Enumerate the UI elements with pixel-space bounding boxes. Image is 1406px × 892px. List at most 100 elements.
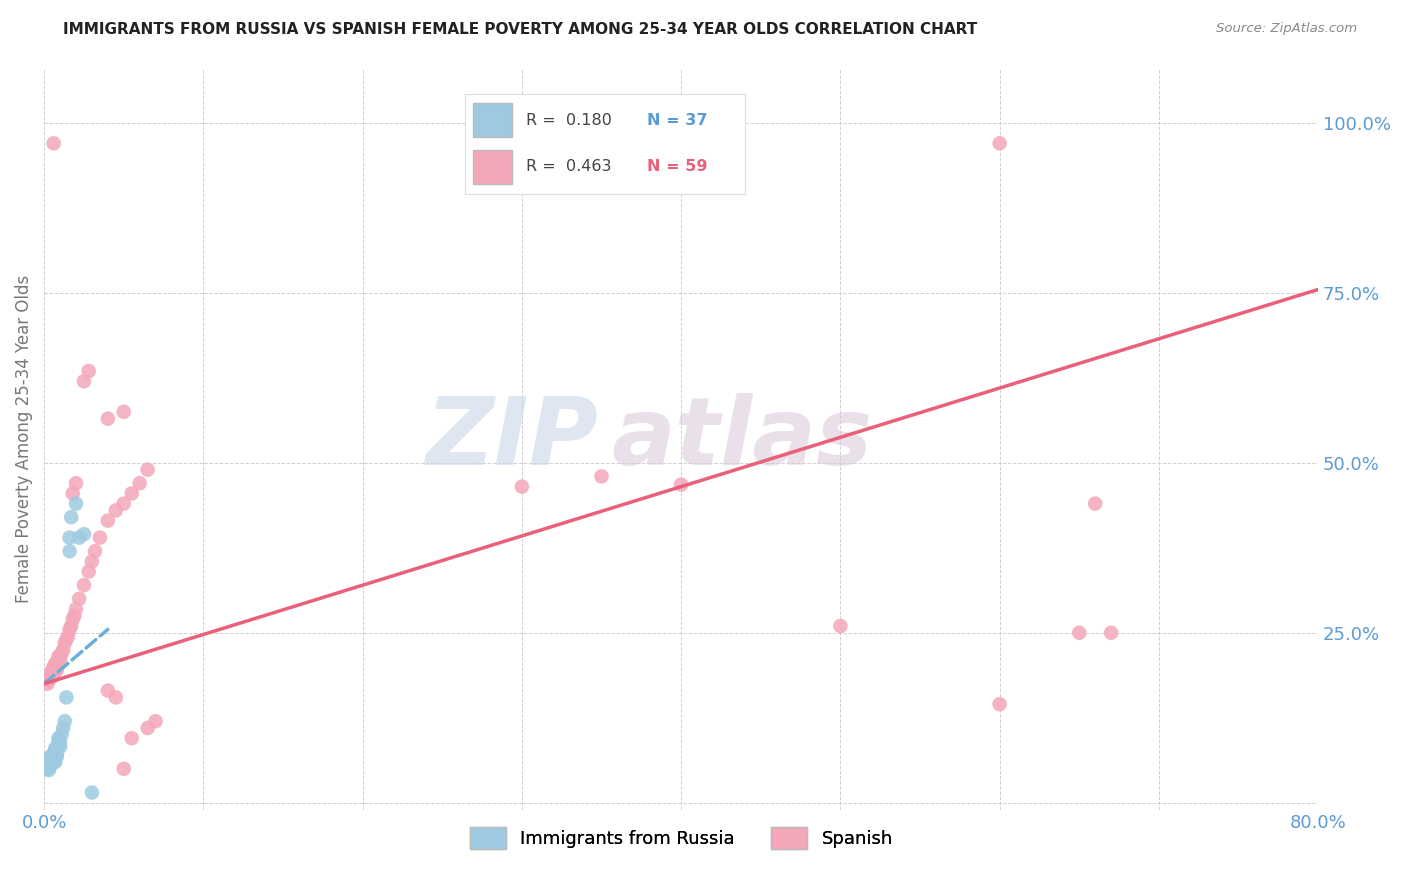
Point — [58, 623, 80, 637]
Point — [44, 751, 66, 765]
Point — [38, 751, 60, 765]
Point — [39, 758, 62, 772]
Point — [37, 677, 59, 691]
Point — [42, 136, 65, 151]
Point — [988, 136, 1011, 151]
Point — [97, 683, 120, 698]
Point — [51, 728, 73, 742]
Point — [62, 486, 84, 500]
Point — [128, 476, 150, 491]
Point — [42, 660, 65, 674]
Point — [1069, 625, 1091, 640]
Point — [63, 608, 86, 623]
Point — [52, 642, 75, 657]
Text: IMMIGRANTS FROM RUSSIA VS SPANISH FEMALE POVERTY AMONG 25-34 YEAR OLDS CORRELATI: IMMIGRANTS FROM RUSSIA VS SPANISH FEMALE… — [63, 22, 977, 37]
Point — [65, 602, 87, 616]
Point — [1084, 497, 1107, 511]
Point — [44, 663, 66, 677]
Point — [510, 480, 533, 494]
Point — [77, 565, 100, 579]
Point — [44, 755, 66, 769]
Point — [48, 649, 70, 664]
Point — [73, 527, 96, 541]
Point — [591, 469, 613, 483]
Point — [45, 747, 67, 761]
Text: Source: ZipAtlas.com: Source: ZipAtlas.com — [1216, 22, 1357, 36]
Point — [669, 477, 692, 491]
Point — [49, 736, 72, 750]
Point — [52, 721, 75, 735]
Point — [73, 374, 96, 388]
Text: ZIP: ZIP — [426, 393, 599, 485]
Text: atlas: atlas — [612, 393, 872, 485]
Point — [73, 578, 96, 592]
Point — [136, 462, 159, 476]
Point — [56, 629, 79, 643]
Point — [60, 619, 83, 633]
Point — [145, 714, 167, 728]
Point — [53, 636, 76, 650]
Point — [45, 657, 67, 671]
Point — [38, 755, 60, 769]
Point — [45, 742, 67, 756]
Point — [41, 670, 63, 684]
Point — [104, 690, 127, 705]
Point — [39, 666, 62, 681]
Point — [42, 754, 65, 768]
Point — [62, 612, 84, 626]
Point — [38, 673, 60, 688]
Point — [41, 756, 63, 771]
Point — [44, 742, 66, 756]
Point — [65, 497, 87, 511]
Y-axis label: Female Poverty Among 25-34 Year Olds: Female Poverty Among 25-34 Year Olds — [15, 275, 32, 603]
Point — [42, 747, 65, 761]
Point — [60, 510, 83, 524]
Point — [37, 762, 59, 776]
Point — [121, 486, 143, 500]
Point — [112, 497, 135, 511]
Point — [41, 751, 63, 765]
Point — [80, 554, 103, 568]
Point — [80, 786, 103, 800]
Point — [45, 663, 67, 677]
Point — [49, 653, 72, 667]
Point — [42, 666, 65, 681]
Point — [84, 544, 107, 558]
Point — [38, 763, 60, 777]
Point — [49, 649, 72, 664]
Point — [48, 734, 70, 748]
Point — [41, 663, 63, 677]
Point — [53, 714, 76, 728]
Point — [830, 619, 852, 633]
Point — [77, 364, 100, 378]
Point — [121, 731, 143, 746]
Point — [42, 755, 65, 769]
Point — [41, 748, 63, 763]
Point — [97, 411, 120, 425]
Point — [49, 739, 72, 754]
Point — [37, 758, 59, 772]
Point — [112, 762, 135, 776]
Point — [44, 657, 66, 671]
Point — [38, 760, 60, 774]
Point — [45, 749, 67, 764]
Point — [55, 632, 77, 647]
Point — [136, 721, 159, 735]
Point — [48, 731, 70, 746]
Point — [988, 697, 1011, 711]
Point — [39, 749, 62, 764]
Point — [89, 531, 111, 545]
Point — [65, 476, 87, 491]
Point — [67, 591, 90, 606]
Point — [58, 531, 80, 545]
Point — [39, 755, 62, 769]
Point — [55, 690, 77, 705]
Point — [112, 405, 135, 419]
Point — [51, 646, 73, 660]
Point — [44, 741, 66, 756]
Legend: Immigrants from Russia, Spanish: Immigrants from Russia, Spanish — [463, 820, 900, 856]
Point — [58, 544, 80, 558]
Point — [1099, 625, 1122, 640]
Point — [104, 503, 127, 517]
Point — [39, 670, 62, 684]
